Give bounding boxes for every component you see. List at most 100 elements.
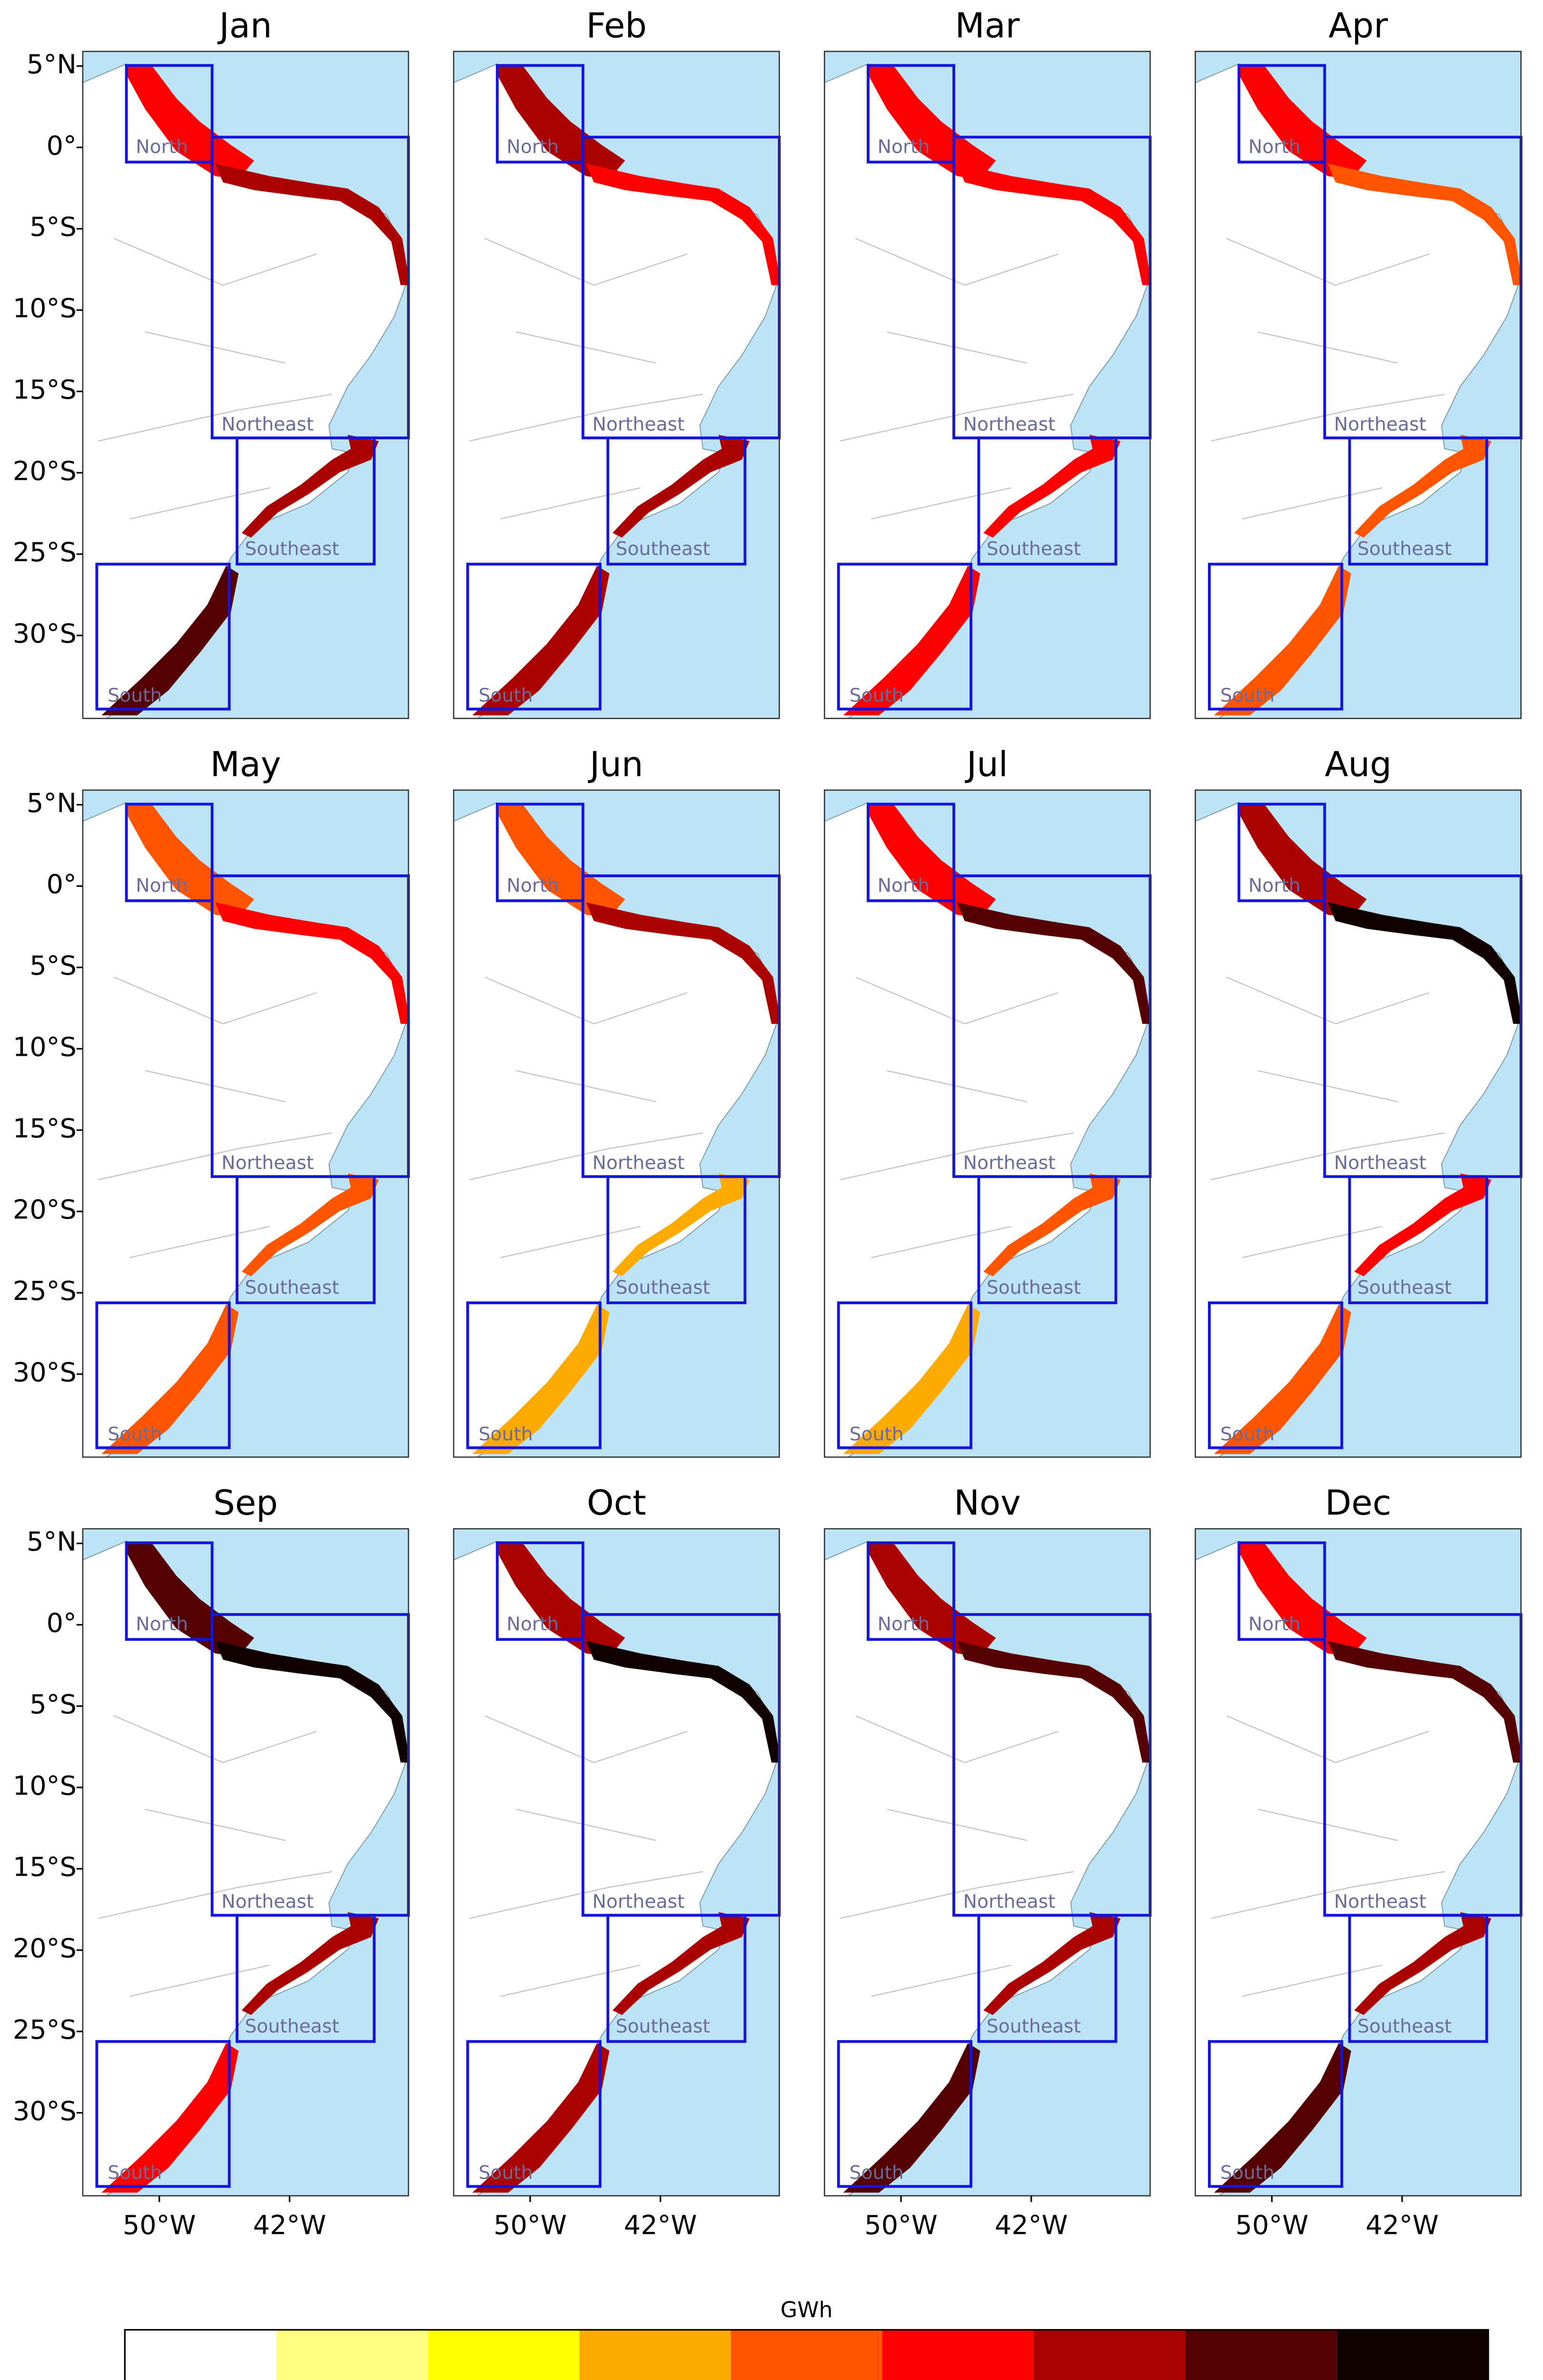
colorbar-bin <box>1185 2330 1337 2380</box>
region-label: North <box>878 875 930 896</box>
y-tick-label: 25°S <box>13 2014 77 2045</box>
panel-frame <box>824 789 1151 1458</box>
map-panel: Aug North Northeast Southeast South <box>1195 744 1523 1458</box>
region-label: South <box>478 685 533 706</box>
region-generation <box>843 565 980 715</box>
region-generation <box>1239 1541 1367 1657</box>
region-label: South <box>850 1424 904 1445</box>
region-label: Northeast <box>592 1152 684 1174</box>
region-label: Southeast <box>245 538 339 560</box>
region-label: North <box>878 1614 930 1635</box>
region-generation <box>957 163 1152 286</box>
region-label: North <box>506 1614 559 1635</box>
map-panel: Jul North Northeast Southeast South <box>824 744 1152 1458</box>
region-generation <box>586 902 781 1024</box>
region-label: Southeast <box>245 1277 339 1299</box>
panel-frame <box>453 50 780 719</box>
x-tick-label: 42°W <box>253 2210 326 2241</box>
region-box <box>1208 563 1344 711</box>
state-borders <box>98 238 332 520</box>
state-borders <box>1211 238 1445 520</box>
map-panel: Apr North Northeast Southeast South <box>1195 5 1523 719</box>
map-panel: Jun North Northeast Southeast South <box>453 744 781 1458</box>
state-borders <box>1211 976 1445 1259</box>
y-tick-label: 5°S <box>30 1689 77 1720</box>
region-label: Northeast <box>592 1891 684 1913</box>
region-generation <box>1354 435 1492 538</box>
state-borders <box>840 976 1074 1259</box>
region-label: Southeast <box>987 538 1081 560</box>
y-tick-label: 5°N <box>27 788 77 819</box>
region-generation <box>1354 1173 1492 1277</box>
region-label: South <box>850 685 904 706</box>
region-generation <box>241 1912 379 2015</box>
state-borders <box>840 1715 1074 1997</box>
region-label: Northeast <box>221 1152 314 1174</box>
map-panel: Dec North Northeast Southeast South 50°W 42°W <box>1195 1483 1523 2241</box>
region-label: South <box>108 1424 162 1445</box>
region-box <box>125 1541 214 1641</box>
colorbar-frame <box>124 2329 1489 2380</box>
region-generation <box>215 1641 410 1763</box>
panel-frame <box>1195 50 1522 719</box>
y-tick-label: 25°S <box>13 1276 77 1307</box>
region-label: Northeast <box>1334 1891 1426 1913</box>
y-tick-label: 20°S <box>13 456 77 486</box>
region-generation <box>983 1912 1121 2015</box>
state-borders <box>469 976 703 1259</box>
region-generation <box>101 2043 239 2193</box>
colorbar-bin <box>579 2330 731 2380</box>
region-generation <box>241 435 379 538</box>
region-label: Northeast <box>1334 414 1426 435</box>
panel-title: Dec <box>1325 1483 1391 1523</box>
y-tick-label: 0° <box>47 869 77 900</box>
panel-frame <box>453 789 780 1458</box>
region-generation <box>497 64 625 179</box>
region-generation <box>472 1304 610 1454</box>
panel-frame <box>1195 1528 1522 2197</box>
region-generation <box>1214 565 1351 715</box>
panel-title: May <box>210 744 281 784</box>
region-box <box>466 2040 602 2188</box>
region-generation <box>843 2043 980 2193</box>
region-label: South <box>108 685 162 706</box>
y-tick-label: 5°S <box>30 212 77 243</box>
region-generation <box>215 902 410 1024</box>
region-box <box>837 1301 973 1449</box>
y-tick-label: 15°S <box>13 374 77 405</box>
panel-title: Jan <box>218 5 272 45</box>
region-box <box>1208 2040 1344 2188</box>
region-generation <box>1214 2043 1351 2193</box>
colorbar-bin <box>427 2330 580 2380</box>
x-tick-label: 42°W <box>1365 2210 1439 2241</box>
colorbar-bin <box>1034 2330 1186 2380</box>
region-generation <box>868 1541 996 1657</box>
region-box <box>236 1175 376 1304</box>
colorbar-bin <box>276 2330 428 2380</box>
map-panel: May North Northeast Southeast South 5°N 0° 5°S 1… <box>13 744 410 1458</box>
region-label: Southeast <box>616 1277 710 1299</box>
panel-title: Jul <box>965 744 1008 784</box>
colorbar-label: GWh <box>781 2297 833 2322</box>
region-generation <box>586 163 781 286</box>
region-box <box>837 2040 973 2188</box>
region-box <box>466 563 602 711</box>
region-generation <box>126 64 255 179</box>
y-tick-label: 0° <box>47 1608 77 1639</box>
y-tick-label: 5°N <box>27 1527 77 1557</box>
region-label: North <box>506 875 559 896</box>
region-label: South <box>1220 685 1275 706</box>
region-generation <box>497 803 625 918</box>
region-label: North <box>1248 137 1301 158</box>
region-label: Northeast <box>963 414 1056 435</box>
y-tick-label: 30°S <box>13 2096 77 2127</box>
x-tick-label: 42°W <box>624 2210 697 2241</box>
region-generation <box>957 1641 1152 1763</box>
region-box <box>466 1301 602 1449</box>
panel-title: Apr <box>1328 5 1388 45</box>
y-tick-label: 5°N <box>27 49 77 80</box>
region-generation <box>868 64 996 179</box>
region-label: South <box>478 2162 533 2184</box>
region-label: Northeast <box>221 1891 314 1913</box>
region-box <box>606 1914 747 2043</box>
